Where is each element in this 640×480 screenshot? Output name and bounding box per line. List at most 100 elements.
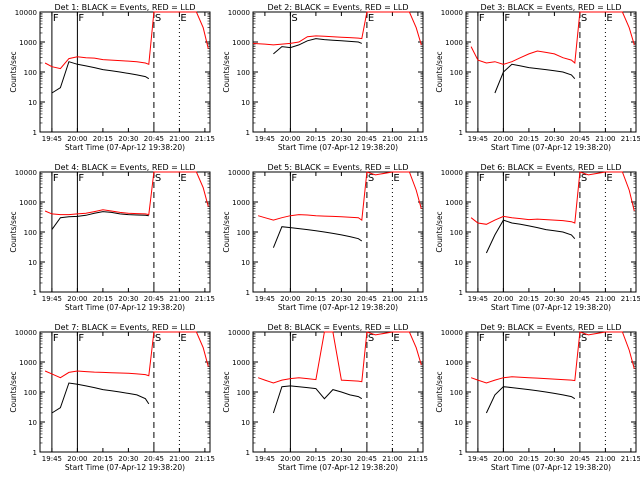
- x-tick-label: 20:15: [93, 295, 113, 303]
- y-axis-label: Counts/sec: [435, 371, 444, 412]
- y-tick-label: 10: [241, 99, 250, 107]
- marker-label: F: [53, 173, 59, 184]
- y-axis-label: Counts/sec: [9, 211, 18, 252]
- x-tick-label: 21:15: [621, 135, 640, 143]
- x-tick-label: 20:30: [331, 135, 351, 143]
- marker-label: S: [291, 13, 297, 24]
- y-tick-label: 1: [459, 449, 463, 457]
- lld-series-line: [257, 331, 422, 384]
- x-tick-label: 21:00: [595, 455, 615, 463]
- events-series-line: [485, 386, 576, 414]
- x-tick-label: 19:45: [42, 135, 62, 143]
- x-tick-label: 20:45: [357, 135, 377, 143]
- marker-label: S: [581, 173, 587, 184]
- x-tick-label: 20:00: [67, 295, 87, 303]
- marker-label: S: [155, 333, 161, 344]
- x-tick-label: 20:45: [357, 295, 377, 303]
- x-axis-label: Start Time (07-Apr-12 19:38:20): [278, 143, 398, 152]
- x-tick-label: 21:00: [382, 455, 402, 463]
- x-tick-label: 20:00: [493, 455, 513, 463]
- x-tick-label: 19:45: [468, 455, 488, 463]
- y-tick-label: 100: [450, 229, 463, 237]
- x-tick-label: 19:45: [468, 135, 488, 143]
- x-tick-label: 20:15: [306, 135, 326, 143]
- marker-label: F: [479, 13, 485, 24]
- y-tick-label: 100: [450, 389, 463, 397]
- y-tick-label: 10: [28, 99, 37, 107]
- plot-frame: [252, 11, 424, 133]
- marker-label: E: [180, 13, 186, 24]
- lld-series-line: [470, 331, 635, 384]
- chart-title: Det 9: BLACK = Events, RED = LLD: [481, 323, 622, 332]
- y-tick-label: 1000: [232, 39, 250, 47]
- y-tick-label: 10000: [441, 169, 463, 177]
- x-tick-label: 20:30: [118, 135, 138, 143]
- y-tick-label: 1000: [19, 39, 37, 47]
- y-tick-label: 100: [24, 229, 37, 237]
- marker-label: S: [155, 173, 161, 184]
- marker-label: F: [479, 333, 485, 344]
- x-tick-label: 20:00: [67, 455, 87, 463]
- marker-label: F: [78, 173, 84, 184]
- x-tick-label: 20:00: [280, 455, 300, 463]
- events-series-line: [272, 226, 363, 248]
- y-axis-label: Counts/sec: [222, 371, 231, 412]
- y-tick-label: 1: [459, 289, 463, 297]
- y-tick-label: 10: [454, 259, 463, 267]
- marker-label: E: [606, 173, 612, 184]
- y-tick-label: 10000: [441, 9, 463, 17]
- chart-title: Det 3: BLACK = Events, RED = LLD: [481, 3, 622, 12]
- y-tick-label: 1: [246, 129, 250, 137]
- x-tick-label: 21:15: [621, 455, 640, 463]
- lld-series-line: [252, 11, 422, 46]
- plot-frame: [252, 171, 424, 293]
- x-tick-label: 21:15: [408, 455, 428, 463]
- x-tick-label: 20:00: [493, 135, 513, 143]
- y-tick-label: 10000: [228, 9, 250, 17]
- events-series-line: [272, 385, 363, 414]
- y-tick-label: 10: [454, 419, 463, 427]
- marker-label: F: [291, 333, 297, 344]
- chart-title: Det 5: BLACK = Events, RED = LLD: [268, 163, 409, 172]
- y-tick-label: 1: [246, 289, 250, 297]
- marker-label: S: [581, 13, 587, 24]
- marker-label: F: [504, 333, 510, 344]
- marker-label: E: [606, 333, 612, 344]
- y-tick-label: 1000: [19, 199, 37, 207]
- x-tick-label: 19:45: [42, 295, 62, 303]
- x-tick-label: 20:30: [331, 455, 351, 463]
- y-tick-label: 100: [24, 69, 37, 77]
- chart-panel-1: Det 1: BLACK = Events, RED = LLD 1 10 100 10…: [9, 3, 215, 152]
- x-tick-label: 19:45: [255, 135, 275, 143]
- y-axis-label: Counts/sec: [222, 51, 231, 92]
- x-axis-label: Start Time (07-Apr-12 19:38:20): [491, 463, 611, 472]
- lld-series-line: [470, 171, 635, 225]
- y-tick-label: 1000: [445, 39, 463, 47]
- x-tick-label: 21:00: [169, 135, 189, 143]
- y-tick-label: 10000: [441, 329, 463, 337]
- x-tick-label: 20:15: [519, 135, 539, 143]
- x-tick-label: 20:45: [357, 455, 377, 463]
- x-tick-label: 21:00: [382, 135, 402, 143]
- y-tick-label: 1000: [19, 359, 37, 367]
- x-tick-label: 19:45: [42, 455, 62, 463]
- x-tick-label: 20:30: [544, 135, 564, 143]
- y-tick-label: 10: [241, 419, 250, 427]
- x-tick-label: 21:00: [169, 455, 189, 463]
- y-tick-label: 1: [459, 129, 463, 137]
- x-tick-label: 19:45: [468, 295, 488, 303]
- lld-series-line: [470, 11, 635, 65]
- x-tick-label: 20:30: [331, 295, 351, 303]
- x-tick-label: 20:15: [93, 135, 113, 143]
- y-axis-label: Counts/sec: [9, 51, 18, 92]
- x-tick-label: 20:30: [544, 455, 564, 463]
- y-tick-label: 10: [28, 259, 37, 267]
- x-axis-label: Start Time (07-Apr-12 19:38:20): [65, 303, 185, 312]
- x-tick-label: 20:45: [144, 135, 164, 143]
- x-tick-label: 20:15: [306, 295, 326, 303]
- chart-panel-9: Det 9: BLACK = Events, RED = LLD 1 10 100 10…: [435, 323, 640, 472]
- marker-label: S: [368, 173, 374, 184]
- x-tick-label: 20:00: [280, 135, 300, 143]
- marker-label: E: [606, 13, 612, 24]
- marker-label: E: [180, 333, 186, 344]
